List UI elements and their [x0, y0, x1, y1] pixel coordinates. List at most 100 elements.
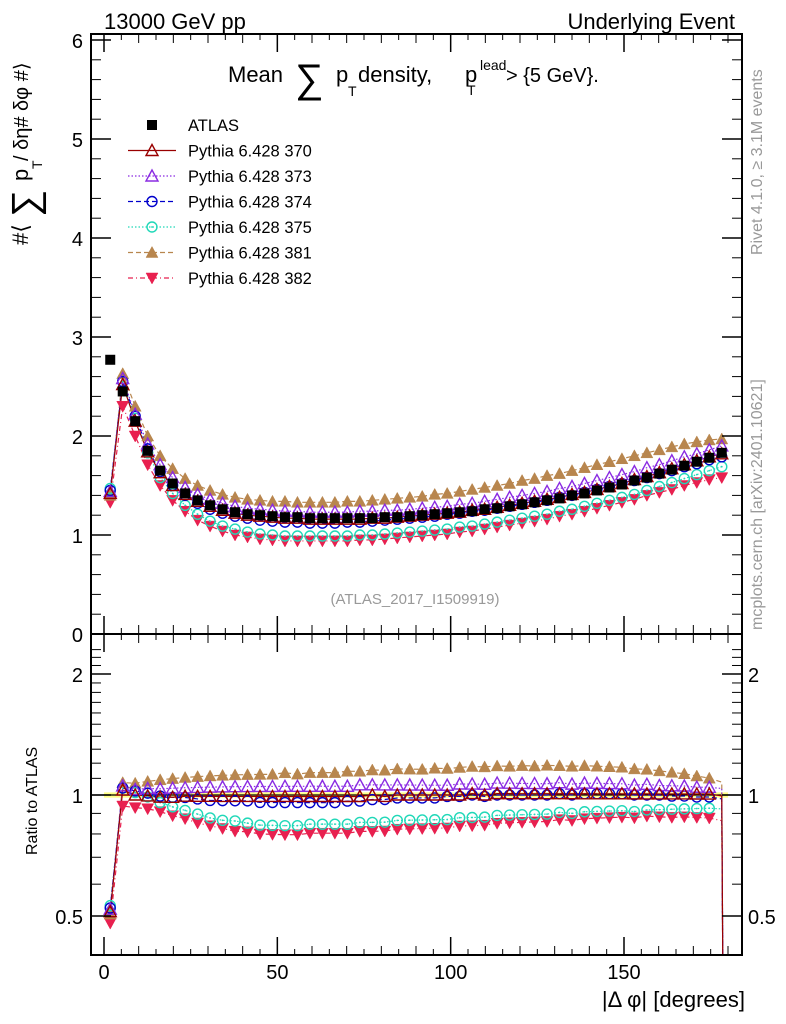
ratio-point-6-45: [665, 812, 679, 824]
ratio-point-5-39: [590, 759, 604, 772]
ratio-point-2-4: [152, 781, 168, 795]
point-4-16-dot: [309, 535, 311, 537]
ratio-point-4-22-dot: [383, 821, 386, 824]
ratio-point-1-24: [402, 787, 417, 801]
ratio-point-6-25: [415, 823, 429, 836]
ratio-point-5-31: [490, 759, 504, 772]
ratio-point-4-42-dot: [633, 810, 636, 813]
ratio-point-1-1: [115, 782, 130, 796]
ratio-point-2-42: [627, 777, 642, 791]
ratio-point-4-31-dot: [496, 814, 499, 817]
point-5-38: [578, 461, 591, 473]
point-2-0: [103, 483, 118, 498]
atlas-point-0: [105, 354, 116, 365]
point-5-45: [665, 440, 679, 453]
xtick-label: 100: [434, 962, 467, 984]
atlas-point-16: [304, 513, 315, 524]
ratio-point-4-28-dot: [458, 816, 461, 819]
ratio-point-4-31: [491, 809, 503, 822]
atlas-point-18: [329, 513, 340, 524]
rivet-label: Rivet 4.1.0, ≥ 3.1M events: [749, 69, 766, 255]
point-4-44: [653, 480, 666, 493]
ratio-point-4-45-dot: [670, 808, 673, 811]
ratio-point-4-26-dot: [433, 818, 436, 821]
point-5-28: [453, 484, 467, 497]
atlas-point-31: [492, 503, 503, 514]
ratio-point-4-43: [641, 804, 653, 816]
legend-item: ATLAS: [147, 117, 239, 135]
title-sup-lead: lead: [480, 57, 506, 73]
point-4-8: [204, 515, 216, 527]
ratio-point-4-27: [441, 813, 453, 826]
point-1-0: [103, 485, 118, 500]
point-5-30: [478, 480, 492, 493]
point-5-27: [440, 486, 454, 499]
ratio-point-2-5: [165, 780, 180, 794]
point-4-40-dot: [608, 499, 611, 502]
ratio-ytick-label: 1: [72, 786, 83, 808]
legend-marker-icon: [146, 195, 158, 208]
atlas-point-22: [379, 512, 390, 523]
ratio-point-1-5: [165, 789, 180, 804]
ratio-point-5-11: [241, 768, 254, 780]
ratio-point-2-44: [652, 778, 667, 792]
ratio-point-4-11-dot: [246, 822, 249, 825]
ratio-point-1-22: [377, 789, 392, 803]
point-6-49: [715, 472, 729, 485]
ratio-point-2-0: [103, 901, 118, 915]
legend-item: Pythia 6.428 375: [128, 219, 312, 237]
ratio-point-3-12: [254, 796, 266, 809]
title-sub-t2: T: [467, 82, 476, 98]
ratio-point-6-13: [266, 829, 279, 841]
point-4-42-dot: [633, 493, 636, 496]
point-4-10-dot: [234, 528, 236, 530]
ratio-point-5-15: [291, 767, 304, 780]
ratio-line-6: [109, 805, 724, 955]
atlas-point-17: [317, 513, 328, 524]
ratio-point-4-6-dot: [184, 809, 187, 812]
point-4-6-dot: [184, 504, 187, 507]
point-4-30: [478, 518, 491, 530]
ratio-point-4-44-dot: [658, 808, 661, 811]
ratio-point-3-33: [516, 789, 528, 801]
atlas-point-33: [517, 499, 528, 510]
ratio-point-4-17: [316, 818, 329, 830]
ratio-point-1-16: [302, 789, 318, 803]
ratio-point-4-47-dot: [695, 807, 698, 810]
point-4-11-dot: [246, 531, 249, 533]
atlas-point-14: [279, 512, 290, 523]
ratio-point-1-27: [440, 787, 455, 801]
ratio-point-4-17-dot: [321, 823, 324, 826]
ratio-point-5-3: [141, 774, 155, 787]
ratio-point-5-22: [378, 763, 392, 776]
ratio-point-1-41: [614, 786, 630, 800]
ratio-point-4-47: [691, 802, 703, 815]
point-4-33: [516, 512, 528, 524]
svg-text:#⟨: #⟨: [8, 224, 33, 245]
point-5-33: [515, 474, 529, 486]
point-5-44: [652, 443, 666, 456]
legend-marker-icon-dot: [151, 226, 153, 228]
ratio-point-3-17: [316, 796, 329, 809]
point-4-34-dot: [533, 515, 536, 518]
point-4-43-dot: [645, 489, 648, 492]
point-4-42: [628, 488, 641, 501]
point-5-42: [627, 449, 641, 462]
ratio-point-1-10: [227, 788, 243, 803]
point-4-20-dot: [358, 534, 361, 536]
atlas-point-43: [641, 472, 652, 483]
atlas-point-37: [567, 490, 577, 501]
ratio-point-4-13: [266, 819, 279, 832]
point-4-18-dot: [333, 535, 336, 537]
ratio-point-1-21: [365, 787, 380, 801]
header-left: 13000 GeV pp: [104, 9, 246, 34]
ratio-ytick-label-right: 1: [748, 786, 759, 808]
point-4-7: [191, 508, 204, 520]
ratio-point-1-46: [677, 786, 692, 800]
ratio-point-5-36: [553, 759, 566, 771]
ratio-point-4-9: [216, 814, 229, 827]
ratio-point-1-14: [277, 789, 293, 803]
ratio-point-4-42: [628, 805, 641, 818]
ratio-point-6-3: [141, 803, 155, 816]
